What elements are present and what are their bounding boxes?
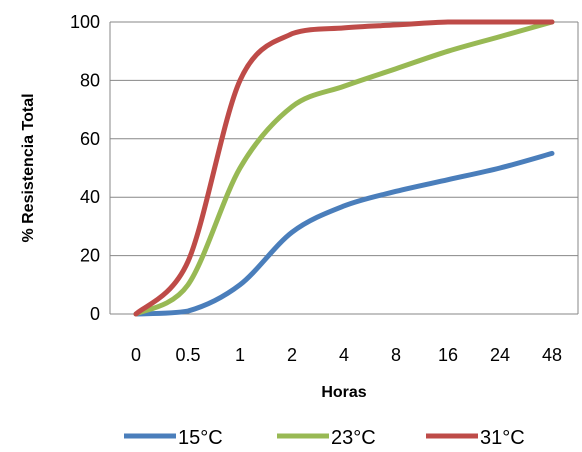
series-line-0 xyxy=(133,150,555,317)
x-tick-labels: 0 0.5 1 2 4 8 16 24 48 xyxy=(131,345,562,365)
y-axis-label: % Resistencia Total xyxy=(20,93,37,242)
x-tick-label: 48 xyxy=(542,345,562,365)
series-line-2 xyxy=(133,19,555,317)
x-tick-label: 16 xyxy=(438,345,458,365)
y-tick-label: 20 xyxy=(80,246,100,266)
y-tick-label: 0 xyxy=(90,304,100,324)
x-tick-label: 4 xyxy=(339,345,349,365)
x-tick-label: 24 xyxy=(490,345,510,365)
legend-label: 15°C xyxy=(178,427,223,447)
x-tick-label: 2 xyxy=(287,345,297,365)
x-tick-label: 8 xyxy=(391,345,401,365)
series-lines xyxy=(133,19,555,317)
y-tick-label: 80 xyxy=(80,70,100,90)
y-tick-label: 40 xyxy=(80,187,100,207)
x-tick-label: 1 xyxy=(235,345,245,365)
y-tick-labels: 0 20 40 60 80 100 xyxy=(70,12,100,324)
legend-label: 31°C xyxy=(480,427,525,447)
series-line-1 xyxy=(133,19,555,317)
y-tick-label: 100 xyxy=(70,12,100,32)
legend-label: 23°C xyxy=(331,427,376,447)
x-tick-label: 0 xyxy=(131,345,141,365)
x-axis-label: Horas xyxy=(321,384,366,401)
y-tick-label: 60 xyxy=(80,129,100,149)
legend: 15°C 23°C 31°C xyxy=(124,427,525,449)
x-tick-label: 0.5 xyxy=(175,345,200,365)
